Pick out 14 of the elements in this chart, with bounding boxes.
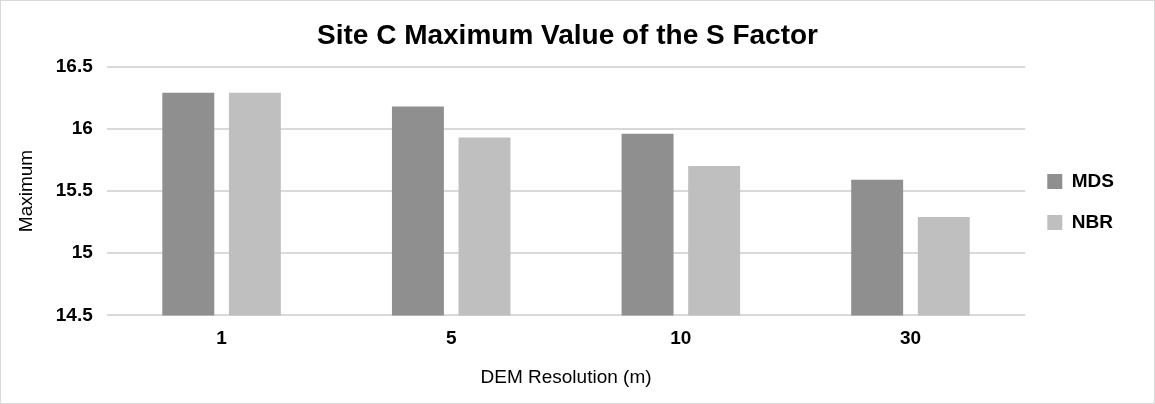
y-tick-label: 14.5 [55,303,94,325]
legend-label: MDS [1071,169,1115,191]
x-axis-title: DEM Resolution (m) [480,365,652,387]
y-tick-label: 16.5 [55,54,94,76]
y-tick-label: 15.5 [55,179,94,201]
chart-title: Site C Maximum Value of the S Factor [316,18,819,50]
x-tick-label: 5 [445,327,457,349]
x-tick-label: 10 [670,327,692,349]
y-tick-label: 16 [71,117,93,139]
y-tick-label: 15 [71,241,94,263]
y-axis-title: Maximum [14,149,36,233]
x-tick-label: 1 [216,327,228,349]
x-tick-label: 30 [899,327,922,349]
legend-label: NBR [1071,210,1114,232]
